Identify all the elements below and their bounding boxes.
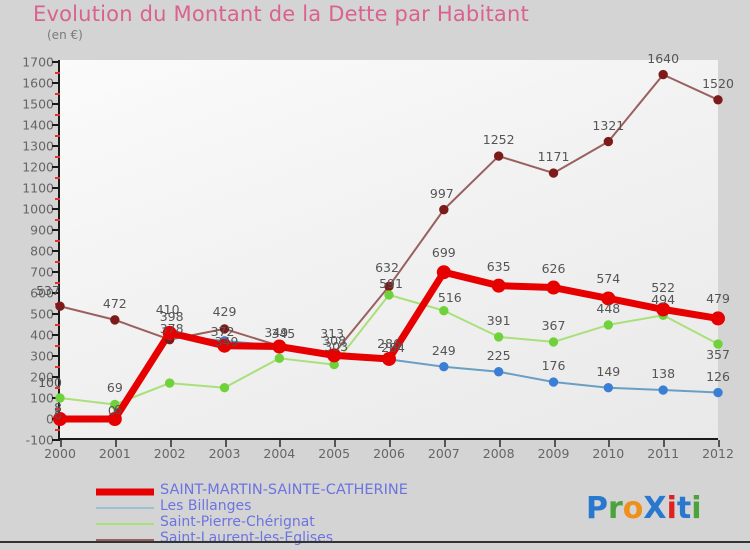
data-point-label: 522 [651, 280, 676, 296]
data-point-label: 1321 [592, 117, 625, 133]
data-point-label: 367 [541, 317, 566, 333]
logo-letter: i [691, 491, 702, 526]
legend-item-label: Saint-Pierre-Chérignat [160, 514, 315, 530]
data-point-label: 479 [706, 291, 730, 307]
legend-color-swatch [96, 488, 154, 496]
chart-plot-area [58, 60, 718, 440]
data-point-label: 6 [113, 401, 122, 417]
chart-legend: SAINT-MARTIN-SAINTE-CATHERINE Les Billan… [96, 482, 516, 548]
legend-item[interactable]: Saint-Laurent-les-Eglises [96, 530, 516, 548]
legend-item[interactable]: Saint-Pierre-Chérignat [96, 514, 516, 532]
logo-letter: t [676, 491, 692, 526]
data-point-label: 448 [596, 300, 621, 316]
data-point-label: 100 [38, 375, 62, 390]
data-point-label: 494 [651, 292, 676, 308]
legend-item[interactable]: SAINT-MARTIN-SAINTE-CATHERINE [96, 482, 516, 500]
data-point-label: 472 [102, 295, 127, 311]
data-point-label: 286 [377, 335, 401, 351]
data-point-label: 632 [375, 260, 399, 276]
chart-unit-subtitle: (en €) [47, 28, 83, 42]
data-point-label: 1252 [482, 132, 515, 148]
data-point-label: 574 [596, 271, 621, 287]
page-title: Evolution du Montant de la Dette par Hab… [33, 2, 529, 26]
data-point-label: 372 [210, 323, 235, 339]
data-point-label: 378 [159, 320, 184, 336]
data-point-label: 0 [107, 403, 116, 418]
data-point-label: 345 [271, 325, 296, 341]
data-point-label: 391 [486, 312, 511, 328]
legend-color-swatch [96, 507, 154, 509]
data-point-label: 699 [431, 245, 456, 261]
data-point-label: 1640 [647, 50, 680, 66]
data-point-label: 516 [437, 289, 462, 305]
data-point-label: 225 [486, 347, 511, 363]
data-point-label: 249 [431, 342, 456, 358]
data-point-label: 997 [429, 185, 454, 201]
legend-color-swatch [96, 539, 154, 541]
data-point-label: 626 [541, 260, 566, 276]
data-point-label: 429 [212, 303, 237, 319]
proxiti-logo: ProXiti [586, 491, 702, 526]
data-point-label: 303 [324, 339, 349, 355]
footer-divider [0, 541, 750, 543]
data-point-label: 398 [159, 309, 184, 325]
data-point-label: 138 [651, 366, 676, 382]
data-point-label: 1520 [702, 75, 734, 91]
legend-item[interactable]: Les Billanges [96, 498, 516, 516]
data-point-label: 635 [486, 258, 511, 274]
data-point-label: 410 [155, 301, 180, 317]
logo-letter: r [608, 491, 623, 526]
legend-item-label: Les Billanges [160, 498, 252, 514]
logo-letter: i [666, 491, 677, 526]
legend-item-label: Saint-Laurent-les-Eglises [160, 530, 334, 546]
data-point-label: 284 [381, 340, 405, 356]
logo-letter: P [586, 491, 608, 526]
data-point-label: 8 [54, 400, 62, 416]
logo-letter: X [643, 491, 667, 526]
data-point-label: 1171 [537, 149, 570, 165]
data-point-label: 126 [706, 368, 730, 384]
data-point-label: 349 [264, 324, 289, 340]
data-point-label: 537 [36, 283, 60, 299]
data-point-label: 591 [379, 275, 403, 291]
legend-color-swatch [96, 523, 154, 525]
logo-letter: o [622, 491, 644, 526]
data-point-label: 308 [322, 333, 347, 349]
data-point-label: 349 [214, 333, 239, 349]
data-point-label: 357 [706, 347, 730, 363]
data-point-label: 149 [596, 363, 621, 379]
legend-item-label: SAINT-MARTIN-SAINTE-CATHERINE [160, 482, 408, 498]
data-point-label: 69 [106, 379, 123, 395]
data-point-label: 313 [320, 326, 345, 342]
data-point-label: 176 [541, 358, 566, 374]
data-point-label: 6 [54, 406, 62, 422]
